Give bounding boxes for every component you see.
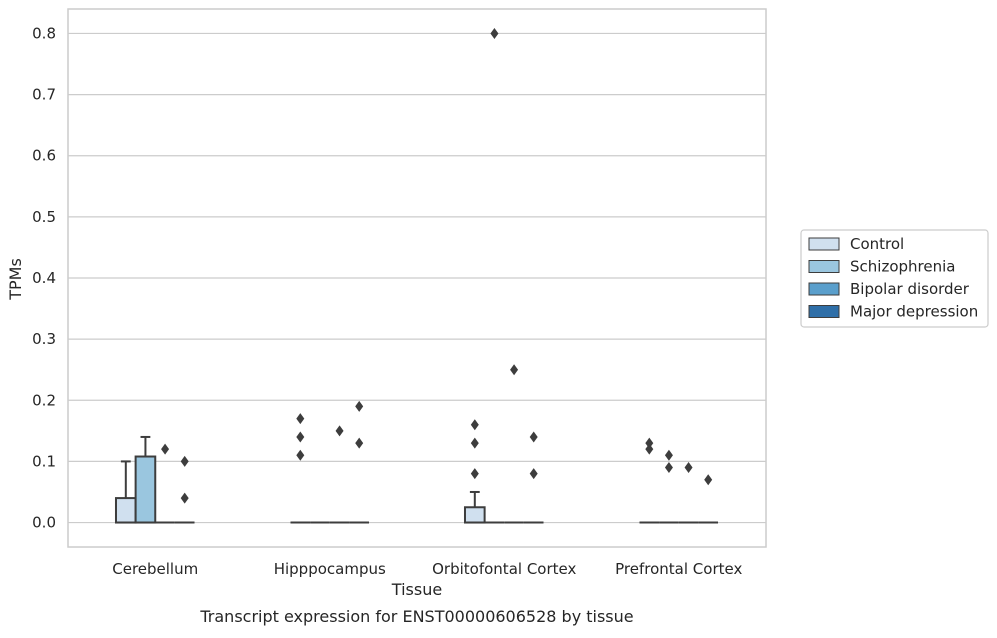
x-tick-label: Prefrontal Cortex bbox=[615, 560, 742, 578]
legend-swatch bbox=[808, 305, 840, 318]
legend-swatch bbox=[808, 237, 840, 251]
outliers bbox=[161, 27, 713, 504]
outlier-point bbox=[335, 425, 344, 437]
legend-frame bbox=[800, 229, 989, 328]
outlier-point bbox=[704, 474, 713, 486]
outlier-point bbox=[355, 437, 364, 449]
y-tick-label: 0.0 bbox=[32, 514, 56, 532]
outlier-point bbox=[296, 449, 305, 461]
legend-item: Control bbox=[808, 235, 904, 253]
outlier-point bbox=[664, 449, 673, 461]
x-axis-label: Tissue bbox=[391, 580, 442, 599]
outlier-point bbox=[529, 468, 538, 480]
y-tick-label: 0.1 bbox=[32, 452, 56, 470]
legend-item: Major depression bbox=[808, 303, 978, 321]
legend-label: Bipolar disorder bbox=[850, 280, 970, 298]
outlier-point bbox=[180, 492, 189, 504]
legend: Control Schizophrenia Bipolar disorder Majo… bbox=[800, 229, 989, 328]
outlier-point bbox=[664, 462, 673, 474]
box-0-0 bbox=[114, 460, 137, 524]
box-2-0 bbox=[463, 490, 486, 524]
x-tick-label: Orbitofontal Cortex bbox=[432, 560, 576, 578]
y-tick-label: 0.8 bbox=[32, 24, 56, 42]
outlier-point bbox=[470, 419, 479, 431]
outlier-point bbox=[470, 437, 479, 449]
legend-item: Bipolar disorder bbox=[808, 280, 970, 298]
outlier-point bbox=[490, 27, 499, 39]
box-body bbox=[463, 506, 486, 524]
box-0-1 bbox=[134, 435, 157, 524]
y-tick-label: 0.2 bbox=[32, 391, 56, 409]
outlier-point bbox=[645, 437, 654, 449]
outlier-point bbox=[510, 364, 519, 376]
y-axis-label: TPMs bbox=[6, 258, 25, 301]
y-tick-label: 0.3 bbox=[32, 330, 56, 348]
outlier-point bbox=[161, 443, 170, 455]
outlier-point bbox=[645, 443, 654, 455]
x-tick-label: Hipppocampus bbox=[274, 560, 386, 578]
outlier-point bbox=[684, 462, 693, 474]
y-tick-label: 0.7 bbox=[32, 86, 56, 104]
outlier-point bbox=[180, 455, 189, 467]
outlier-point bbox=[296, 431, 305, 443]
outlier-point bbox=[355, 400, 364, 412]
chart-caption: Transcript expression for ENST0000060652… bbox=[199, 607, 633, 626]
x-axis-ticks: Cerebellum Hipppocampus Orbitofontal Corte… bbox=[112, 560, 742, 578]
outlier-point bbox=[470, 468, 479, 480]
legend-swatch bbox=[808, 282, 840, 296]
legend-item: Schizophrenia bbox=[808, 258, 955, 276]
plot-frame bbox=[67, 8, 767, 548]
legend-swatch bbox=[808, 260, 840, 273]
boxes bbox=[114, 435, 719, 524]
legend-label: Control bbox=[850, 235, 904, 253]
x-tick-label: Cerebellum bbox=[112, 560, 198, 578]
y-tick-label: 0.6 bbox=[32, 147, 56, 165]
grid-lines bbox=[68, 32, 766, 524]
legend-label: Schizophrenia bbox=[850, 258, 955, 276]
y-tick-label: 0.5 bbox=[32, 208, 56, 226]
y-tick-label: 0.4 bbox=[32, 269, 56, 287]
box-body bbox=[114, 497, 137, 524]
box-body bbox=[134, 455, 157, 524]
y-axis-ticks: 0.0 0.1 0.2 0.3 0.4 0.5 0.6 0.7 0.8 bbox=[32, 24, 56, 531]
legend-label: Major depression bbox=[850, 303, 978, 321]
outlier-point bbox=[296, 413, 305, 425]
outlier-point bbox=[529, 431, 538, 443]
